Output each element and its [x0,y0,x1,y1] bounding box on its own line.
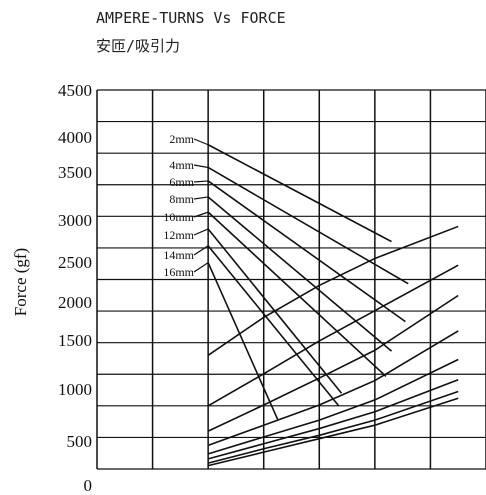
y-tick-label: 3000 [58,211,92,230]
y-tick-label: 0 [84,476,93,495]
series-label-16mm: 16mm [163,265,194,279]
y-tick-labels: 0 500 1000 1500 2000 2500 3000 3500 4000 4500 [58,81,92,495]
leader-line-16mm [193,262,209,273]
series-line-11 [207,330,459,447]
series-label-2mm: 2mm [169,132,194,146]
series-line-8mm [207,196,393,352]
series-line-16mm [207,262,279,420]
series-line-12 [207,358,459,455]
y-tick-label: 3500 [58,163,92,182]
chart-subtitle: 安匝/吸引力 [96,37,180,55]
leader-line-4mm [193,164,209,169]
y-axis-label: Force (gf) [11,248,30,316]
series-line-14 [207,390,459,464]
y-tick-label: 4000 [58,128,92,147]
series-label-10mm: 10mm [163,210,194,224]
leader-line-10mm [193,211,209,218]
y-tick-label: 2500 [58,253,92,272]
series-line-6mm [207,180,406,323]
y-tick-label: 1500 [58,331,92,350]
series-labels: 2mm 4mm 6mm 8mm 10mm 12mm 14mm 16mm [163,132,209,279]
series-line-9 [207,264,459,407]
series-line-8 [207,225,459,356]
leader-line-8mm [193,196,209,200]
series-lines [207,144,459,467]
series-label-12mm: 12mm [163,228,194,242]
grid [96,89,486,470]
series-line-10 [207,294,459,432]
series-label-8mm: 8mm [169,192,194,206]
series-line-13 [207,378,459,460]
y-tick-label: 500 [67,432,93,451]
leader-line-14mm [193,245,209,256]
series-line-4mm [207,166,409,285]
series-line-10mm [207,211,387,377]
y-tick-label: 4500 [58,81,92,100]
chart-title: AMPERE-TURNS Vs FORCE [96,9,286,27]
leader-line-2mm [193,138,209,146]
series-label-6mm: 6mm [169,175,194,189]
series-line-2mm [207,144,392,243]
series-label-14mm: 14mm [163,248,194,262]
series-line-15 [207,397,459,467]
leader-line-12mm [193,228,209,236]
y-tick-label: 1000 [58,380,92,399]
y-tick-label: 2000 [58,293,92,312]
series-label-4mm: 4mm [169,158,194,172]
leader-line-6mm [193,180,209,183]
